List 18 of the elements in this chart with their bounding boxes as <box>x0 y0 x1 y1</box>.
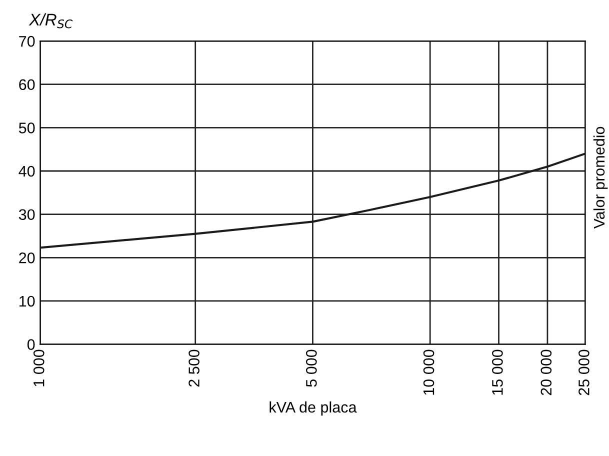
x-axis-title: kVA de placa <box>270 401 357 416</box>
x-tick-label: 2 500 <box>188 350 200 387</box>
y-axis-title: X/R$_{SC}$ <box>28 13 73 28</box>
y-tick-label: 60 <box>19 79 35 90</box>
y-tick-label: 10 <box>20 296 35 307</box>
y-tick-label: 40 <box>18 166 35 177</box>
text: Valor promedio <box>593 126 608 229</box>
x-tick-label: 20 000 <box>540 350 552 396</box>
x-tick-label: 25 000 <box>578 350 590 396</box>
y-tick-label: 30 <box>18 209 35 220</box>
x-tick-label: 1 000 <box>33 350 44 386</box>
y-tick-label: 70 <box>19 36 35 47</box>
y-tick-label: 20 <box>19 252 35 264</box>
y-tick-label: 50 <box>18 122 35 134</box>
x-tick-label: 5 000 <box>306 350 317 387</box>
x-tick-label: 10 000 <box>423 350 434 395</box>
x-tick-label: 15 000 <box>492 350 503 395</box>
y-tick-label: 0 <box>27 339 35 350</box>
